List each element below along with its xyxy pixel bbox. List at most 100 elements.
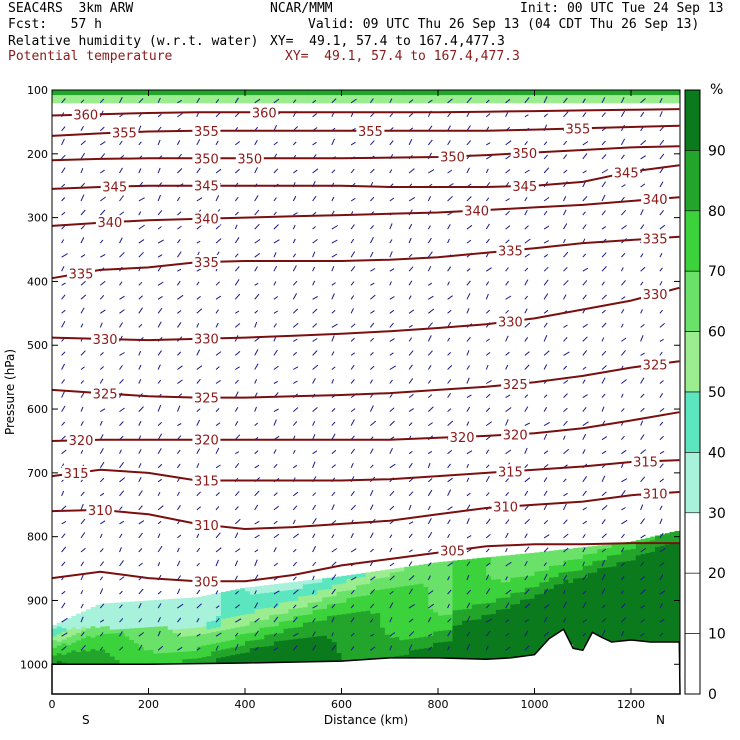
rh-cell bbox=[370, 590, 376, 596]
rh-cell bbox=[375, 616, 381, 622]
rh-cell bbox=[288, 639, 294, 644]
rh-cell bbox=[327, 589, 333, 594]
wind-vector bbox=[447, 463, 451, 469]
rh-cell bbox=[384, 90, 391, 94]
rh-cell bbox=[428, 582, 434, 587]
rh-cell bbox=[491, 100, 497, 104]
wind-vector bbox=[408, 491, 414, 497]
rh-cell bbox=[471, 97, 478, 101]
rh-cell bbox=[341, 591, 347, 596]
rh-cell bbox=[293, 646, 299, 652]
rh-cell bbox=[650, 548, 656, 553]
rh-cell bbox=[76, 100, 82, 104]
rh-cell bbox=[380, 90, 386, 94]
rh-cell bbox=[655, 558, 661, 563]
wind-vector bbox=[447, 408, 452, 412]
rh-cell bbox=[597, 97, 603, 101]
rh-cell bbox=[428, 95, 434, 99]
rh-cell bbox=[577, 570, 584, 575]
rh-cell bbox=[365, 645, 371, 650]
rh-cell bbox=[534, 609, 540, 615]
rh-cell bbox=[515, 569, 521, 574]
rh-cell bbox=[85, 636, 92, 641]
rh-cell bbox=[476, 95, 482, 99]
rh-cell bbox=[587, 577, 593, 582]
wind-vector bbox=[350, 197, 356, 202]
wind-vector bbox=[80, 280, 86, 286]
rh-cell bbox=[409, 569, 415, 575]
rh-cell bbox=[640, 561, 646, 567]
wind-vector bbox=[486, 380, 492, 384]
rh-cell bbox=[356, 581, 362, 586]
wind-vector bbox=[601, 365, 607, 370]
rh-cell bbox=[635, 609, 642, 614]
rh-cell bbox=[365, 591, 371, 596]
rh-cell bbox=[389, 611, 396, 616]
wind-vector bbox=[157, 630, 161, 637]
rh-cell bbox=[539, 632, 545, 637]
rh-cell bbox=[631, 636, 637, 642]
rh-cell bbox=[515, 650, 521, 655]
rh-cell bbox=[481, 90, 487, 94]
rh-cell bbox=[582, 592, 589, 598]
rh-cell bbox=[163, 90, 169, 94]
wind-vector bbox=[177, 238, 181, 244]
rh-cell bbox=[240, 92, 246, 96]
wind-vector bbox=[621, 435, 625, 441]
wind-vector bbox=[80, 323, 84, 328]
rh-cell bbox=[230, 601, 236, 606]
rh-cell bbox=[544, 574, 550, 579]
wind-vector bbox=[196, 562, 200, 567]
rh-cell bbox=[109, 652, 116, 657]
rh-cell bbox=[515, 653, 521, 659]
rh-cell bbox=[394, 644, 400, 649]
rh-cell bbox=[486, 622, 492, 627]
rh-cell bbox=[573, 574, 579, 580]
rh-cell bbox=[235, 635, 241, 640]
rh-cell bbox=[109, 100, 116, 104]
wind-vector bbox=[659, 153, 665, 160]
rh-cell bbox=[201, 90, 207, 94]
wind-vector bbox=[601, 226, 607, 230]
rh-cell bbox=[220, 595, 227, 601]
rh-cell bbox=[640, 554, 646, 559]
rh-cell bbox=[568, 571, 574, 576]
wind-vector bbox=[80, 140, 86, 146]
wind-vector bbox=[563, 379, 569, 384]
rh-cell bbox=[674, 100, 680, 104]
rh-cell bbox=[582, 623, 589, 628]
rh-cell bbox=[621, 600, 627, 605]
rh-cell bbox=[597, 100, 603, 104]
rh-cell bbox=[56, 95, 63, 99]
rh-cell bbox=[553, 573, 560, 578]
rh-cell bbox=[452, 92, 458, 96]
rh-cell bbox=[438, 638, 444, 643]
rh-cell bbox=[616, 585, 622, 590]
rh-cell bbox=[370, 100, 376, 104]
rh-cell bbox=[66, 100, 72, 104]
rh-cell bbox=[520, 584, 526, 589]
rh-cell bbox=[384, 630, 391, 636]
wind-vector bbox=[176, 560, 181, 567]
rh-cell bbox=[293, 650, 299, 655]
rh-cell bbox=[640, 584, 646, 590]
rh-cell bbox=[336, 607, 342, 612]
rh-cell bbox=[322, 597, 328, 602]
rh-cell bbox=[568, 625, 574, 630]
rh-cell bbox=[655, 592, 661, 598]
rh-cell bbox=[307, 587, 313, 592]
wind-vector bbox=[312, 533, 316, 539]
rh-cell bbox=[645, 560, 651, 565]
rh-cell bbox=[413, 630, 420, 635]
wind-vector bbox=[389, 393, 393, 398]
rh-cell bbox=[404, 651, 410, 656]
rh-cell bbox=[341, 621, 347, 627]
rh-cell bbox=[442, 90, 449, 94]
rh-cell bbox=[254, 609, 260, 614]
rh-cell bbox=[375, 647, 381, 652]
rh-cell bbox=[582, 581, 589, 586]
rh-cell bbox=[650, 605, 656, 610]
rh-cell bbox=[273, 622, 280, 627]
rh-cell bbox=[240, 599, 246, 604]
rh-cell bbox=[447, 649, 453, 654]
